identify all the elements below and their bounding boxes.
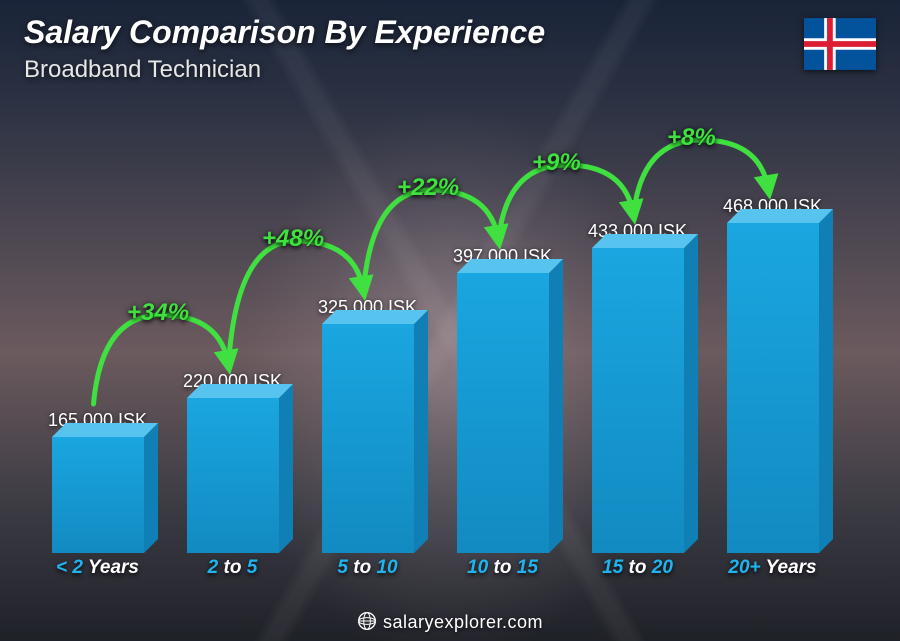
bar-item: 165,000 ISK bbox=[30, 133, 165, 553]
x-axis-label: 20+ Years bbox=[705, 557, 840, 593]
bar-3d bbox=[52, 437, 144, 553]
footer-brand: salaryexplorer.com bbox=[0, 611, 900, 633]
page-title: Salary Comparison By Experience bbox=[24, 14, 545, 51]
infographic-stage: Salary Comparison By Experience Broadban… bbox=[0, 0, 900, 641]
bar-3d bbox=[322, 324, 414, 553]
delta-pct-label: +8% bbox=[667, 124, 716, 152]
footer-brand-text: salaryexplorer.com bbox=[383, 612, 543, 632]
x-axis-label: 10 to 15 bbox=[435, 557, 570, 593]
salary-chart: 165,000 ISK220,000 ISK325,000 ISK397,000… bbox=[30, 110, 840, 593]
bar-item: 468,000 ISK bbox=[705, 133, 840, 553]
x-axis-label: 2 to 5 bbox=[165, 557, 300, 593]
delta-pct-label: +48% bbox=[262, 225, 324, 253]
globe-icon bbox=[357, 611, 377, 631]
bar-item: 433,000 ISK bbox=[570, 133, 705, 553]
bar-3d bbox=[457, 273, 549, 553]
x-axis-label: 5 to 10 bbox=[300, 557, 435, 593]
x-axis-label: 15 to 20 bbox=[570, 557, 705, 593]
x-axis-labels: < 2 Years2 to 55 to 1010 to 1515 to 2020… bbox=[30, 557, 840, 593]
bar-3d bbox=[727, 223, 819, 553]
bar-item: 220,000 ISK bbox=[165, 133, 300, 553]
flag-iceland-icon bbox=[804, 18, 876, 70]
delta-pct-label: +9% bbox=[532, 149, 581, 177]
delta-pct-label: +22% bbox=[397, 174, 459, 202]
page-subtitle: Broadband Technician bbox=[24, 56, 261, 84]
x-axis-label: < 2 Years bbox=[30, 557, 165, 593]
bar-3d bbox=[592, 248, 684, 553]
bar-3d bbox=[187, 398, 279, 553]
delta-pct-label: +34% bbox=[127, 299, 189, 327]
